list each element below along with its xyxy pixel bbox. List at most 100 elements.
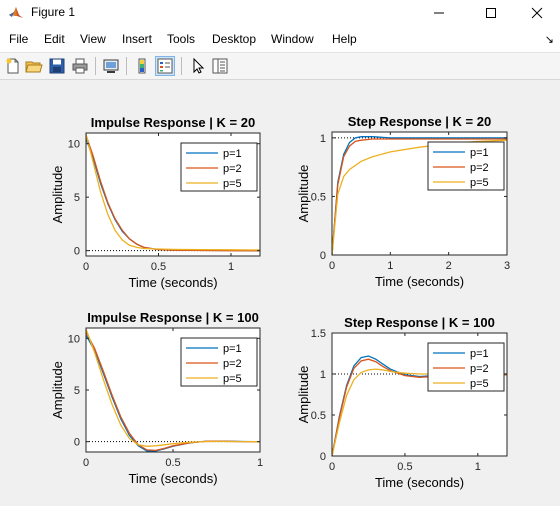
y-tick-label: 1 [320,369,326,381]
legend-label-1: p=1 [470,147,489,159]
menu-view[interactable]: View [80,32,106,46]
x-tick-label: 0 [83,457,89,469]
y-tick-label: 0 [320,451,326,463]
edit-plot-button[interactable] [187,56,207,76]
maximize-icon [486,7,496,18]
x-tick-label: 1 [228,261,234,273]
y-axis-label: Amplitude [296,366,311,424]
link-plot-icon [103,59,119,73]
pointer-arrow-icon [193,57,205,74]
subplot-4[interactable]: 0 0.5 1 0 0.5 1 1.5 Step Response | K = 100 Time… [296,315,508,490]
y-tick-label: 10 [68,139,80,151]
legend-label-1: p=1 [223,148,242,160]
menu-edit[interactable]: Edit [44,32,65,46]
colorbar-button[interactable] [132,56,152,76]
subplot-2[interactable]: 0 1 2 3 0 0.5 1 Step Response | K = 20 Time (sec… [296,114,510,289]
axes-frame [331,332,508,457]
print-icon [72,58,88,74]
figure-toolbar [0,53,560,80]
y-tick-label: 10 [68,333,80,345]
figure-canvas: 0 0.5 1 0 5 10 Impulse Response | K = 20 Time (… [0,80,560,501]
x-tick-label: 0 [329,260,335,272]
legend-label-2: p=2 [223,358,242,370]
menu-bar: File Edit View Insert Tools Desktop Wind… [0,25,560,53]
menu-window[interactable]: Window [271,32,314,46]
save-figure-button[interactable] [47,56,67,76]
legend-label-3: p=5 [223,373,242,385]
menu-insert[interactable]: Insert [122,32,153,46]
axes-title: Impulse Response | K = 20 [91,115,255,130]
save-icon [49,58,65,74]
series-line-3 [86,328,260,447]
legend-label-3: p=5 [470,378,489,390]
legend-icon [157,58,173,74]
series-line-3 [86,133,260,251]
legend[interactable]: p=1 p=2 p=5 [427,342,505,392]
minimize-button[interactable] [416,0,462,25]
x-tick-label: 1 [475,461,481,473]
window-title: Figure 1 [31,5,76,19]
menu-file[interactable]: File [9,32,29,46]
print-figure-button[interactable] [70,56,90,76]
axes-title: Step Response | K = 20 [348,114,491,129]
legend-label-3: p=5 [470,177,489,189]
dock-arrow-icon[interactable]: ↘ [544,34,554,46]
x-tick-label: 0.5 [165,457,180,469]
axes-frame [331,131,508,256]
legend-button[interactable] [155,56,175,76]
x-tick-label: 1 [257,457,263,469]
legend[interactable]: p=1 p=2 p=5 [427,141,505,191]
y-tick-label: 5 [74,192,80,204]
matlab-icon [9,7,23,18]
legend-box [427,342,505,392]
property-inspector-icon [212,58,228,74]
y-axis-label: Amplitude [50,166,65,224]
legend-box [180,142,258,192]
toolbar-separator [95,57,96,75]
axes-frame [85,132,261,257]
y-axis-label: Amplitude [50,361,65,419]
x-tick-label: 2 [446,260,452,272]
toolbar-separator [126,57,127,75]
new-figure-button[interactable] [3,56,23,76]
y-tick-label: 0.5 [311,410,326,422]
legend-label-1: p=1 [223,343,242,355]
property-inspector-button[interactable] [210,56,230,76]
y-tick-label: 0 [320,250,326,262]
menu-desktop[interactable]: Desktop [212,32,257,46]
legend[interactable]: p=1 p=2 p=5 [180,337,258,387]
y-tick-label: 0.5 [311,191,326,203]
y-axis-label: Amplitude [296,165,311,223]
y-tick-label: 1 [320,133,326,145]
legend[interactable]: p=1 p=2 p=5 [180,142,258,192]
y-tick-label: 0 [74,246,80,258]
minimize-icon [434,12,444,13]
maximize-button[interactable] [468,0,514,25]
new-file-icon [6,58,19,74]
menu-tools[interactable]: Tools [167,32,196,46]
open-file-button[interactable] [24,56,44,76]
toolbar-separator [181,57,182,75]
x-tick-label: 0.5 [397,461,412,473]
x-tick-label: 0.5 [151,261,166,273]
x-axis-label: Time (seconds) [375,475,464,490]
legend-label-1: p=1 [470,348,489,360]
window-titlebar: Figure 1 [0,0,560,25]
open-folder-icon [25,61,43,73]
x-axis-label: Time (seconds) [375,274,464,289]
x-axis-label: Time (seconds) [128,471,217,486]
menu-help[interactable]: Help [332,32,357,46]
link-plot-button[interactable] [101,56,121,76]
x-tick-label: 1 [387,260,393,272]
series-line-2 [332,138,507,255]
x-tick-label: 3 [504,260,510,272]
legend-box [180,337,258,387]
legend-box [427,141,505,191]
close-button[interactable] [514,0,560,25]
colorbar-icon [138,58,146,74]
x-tick-label: 0 [329,461,335,473]
legend-label-2: p=2 [470,162,489,174]
